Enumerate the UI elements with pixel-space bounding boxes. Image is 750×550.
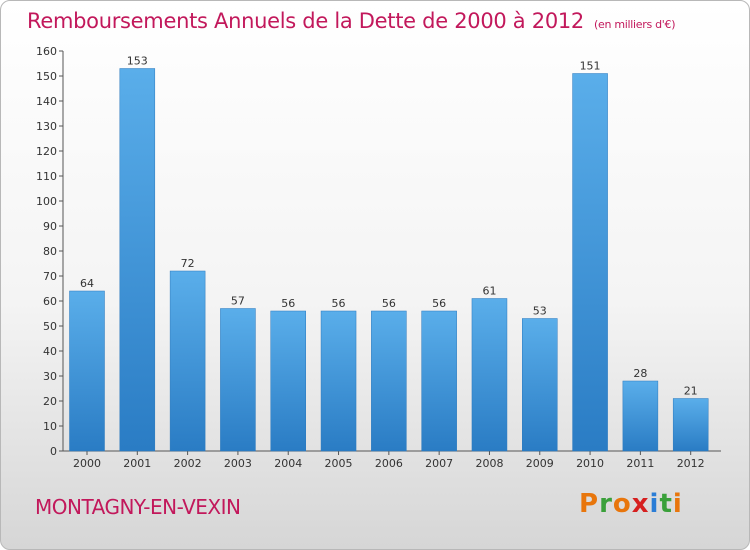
x-tick-label: 2001 <box>123 457 151 470</box>
city-name: MONTAGNY-EN-VEXIN <box>35 495 241 519</box>
bar <box>119 68 156 452</box>
bar-value-label: 56 <box>281 297 295 310</box>
bar-value-label: 56 <box>332 297 346 310</box>
x-tick-label: 2005 <box>325 457 353 470</box>
bar-value-label: 53 <box>533 305 547 318</box>
y-tick-label: 60 <box>43 295 57 308</box>
x-tick-label: 2012 <box>677 457 705 470</box>
logo-letter: i <box>649 489 660 519</box>
bar <box>622 380 659 452</box>
bar-value-label: 151 <box>580 60 601 73</box>
bar-layer: 64 153 72 57 56 56 56 56 61 53 151 28 21 <box>69 55 709 452</box>
bar-value-label: 64 <box>80 277 94 290</box>
bar <box>220 308 256 452</box>
bar-value-label: 56 <box>382 297 396 310</box>
x-tick-label: 2010 <box>576 457 604 470</box>
x-tick-label: 2008 <box>475 457 503 470</box>
chart-unit: (en milliers d'€) <box>594 18 676 31</box>
y-tick-label: 20 <box>43 395 57 408</box>
chart-title-text: Remboursements Annuels de la Dette de 20… <box>27 9 584 33</box>
y-tick-label: 150 <box>36 70 57 83</box>
y-tick-label: 160 <box>36 45 57 58</box>
bar-value-label: 56 <box>432 297 446 310</box>
chart-title: Remboursements Annuels de la Dette de 20… <box>27 9 675 33</box>
x-tick-label: 2006 <box>375 457 403 470</box>
bar <box>69 290 105 452</box>
logo-letter: x <box>631 489 650 519</box>
y-tick-label: 0 <box>50 445 57 458</box>
x-tick-label: 2003 <box>224 457 252 470</box>
bar <box>169 270 206 452</box>
y-tick-label: 30 <box>43 370 57 383</box>
bar <box>421 310 457 452</box>
proxiti-logo: Proxiti <box>579 489 683 519</box>
bar <box>270 310 306 452</box>
x-tick-label: 2009 <box>526 457 554 470</box>
axis-layer: 0 10 20 30 40 50 60 70 80 90 100 110 120 130 140 150 160… <box>36 45 721 470</box>
y-tick-label: 100 <box>36 195 57 208</box>
x-tick-label: 2011 <box>626 457 654 470</box>
bar-value-label: 153 <box>127 55 148 68</box>
bar <box>572 73 608 452</box>
bar-value-label: 57 <box>231 295 245 308</box>
bar-value-label: 72 <box>181 257 195 270</box>
x-tick-label: 2002 <box>174 457 202 470</box>
y-tick-label: 90 <box>43 220 57 233</box>
x-tick-label: 2004 <box>274 457 302 470</box>
y-tick-label: 70 <box>43 270 57 283</box>
logo-letter: o <box>612 489 632 519</box>
bar <box>371 310 407 452</box>
x-tick-label: 2007 <box>425 457 453 470</box>
bar <box>320 310 357 452</box>
x-tick-label: 2000 <box>73 457 101 470</box>
bar-value-label: 28 <box>633 367 647 380</box>
y-tick-label: 40 <box>43 345 57 358</box>
bar-value-label: 61 <box>482 285 496 298</box>
logo-letter: t <box>659 489 673 519</box>
y-tick-label: 10 <box>43 420 57 433</box>
logo-letter: i <box>672 489 683 519</box>
bar <box>672 398 709 452</box>
logo-letter: P <box>579 489 600 519</box>
y-tick-label: 140 <box>36 95 57 108</box>
y-tick-label: 50 <box>43 320 57 333</box>
bar <box>471 298 508 452</box>
logo-letter: r <box>599 489 613 519</box>
y-tick-label: 80 <box>43 245 57 258</box>
y-tick-label: 110 <box>36 170 57 183</box>
bar <box>522 318 558 452</box>
y-tick-label: 130 <box>36 120 57 133</box>
y-tick-label: 120 <box>36 145 57 158</box>
bar-value-label: 21 <box>684 385 698 398</box>
